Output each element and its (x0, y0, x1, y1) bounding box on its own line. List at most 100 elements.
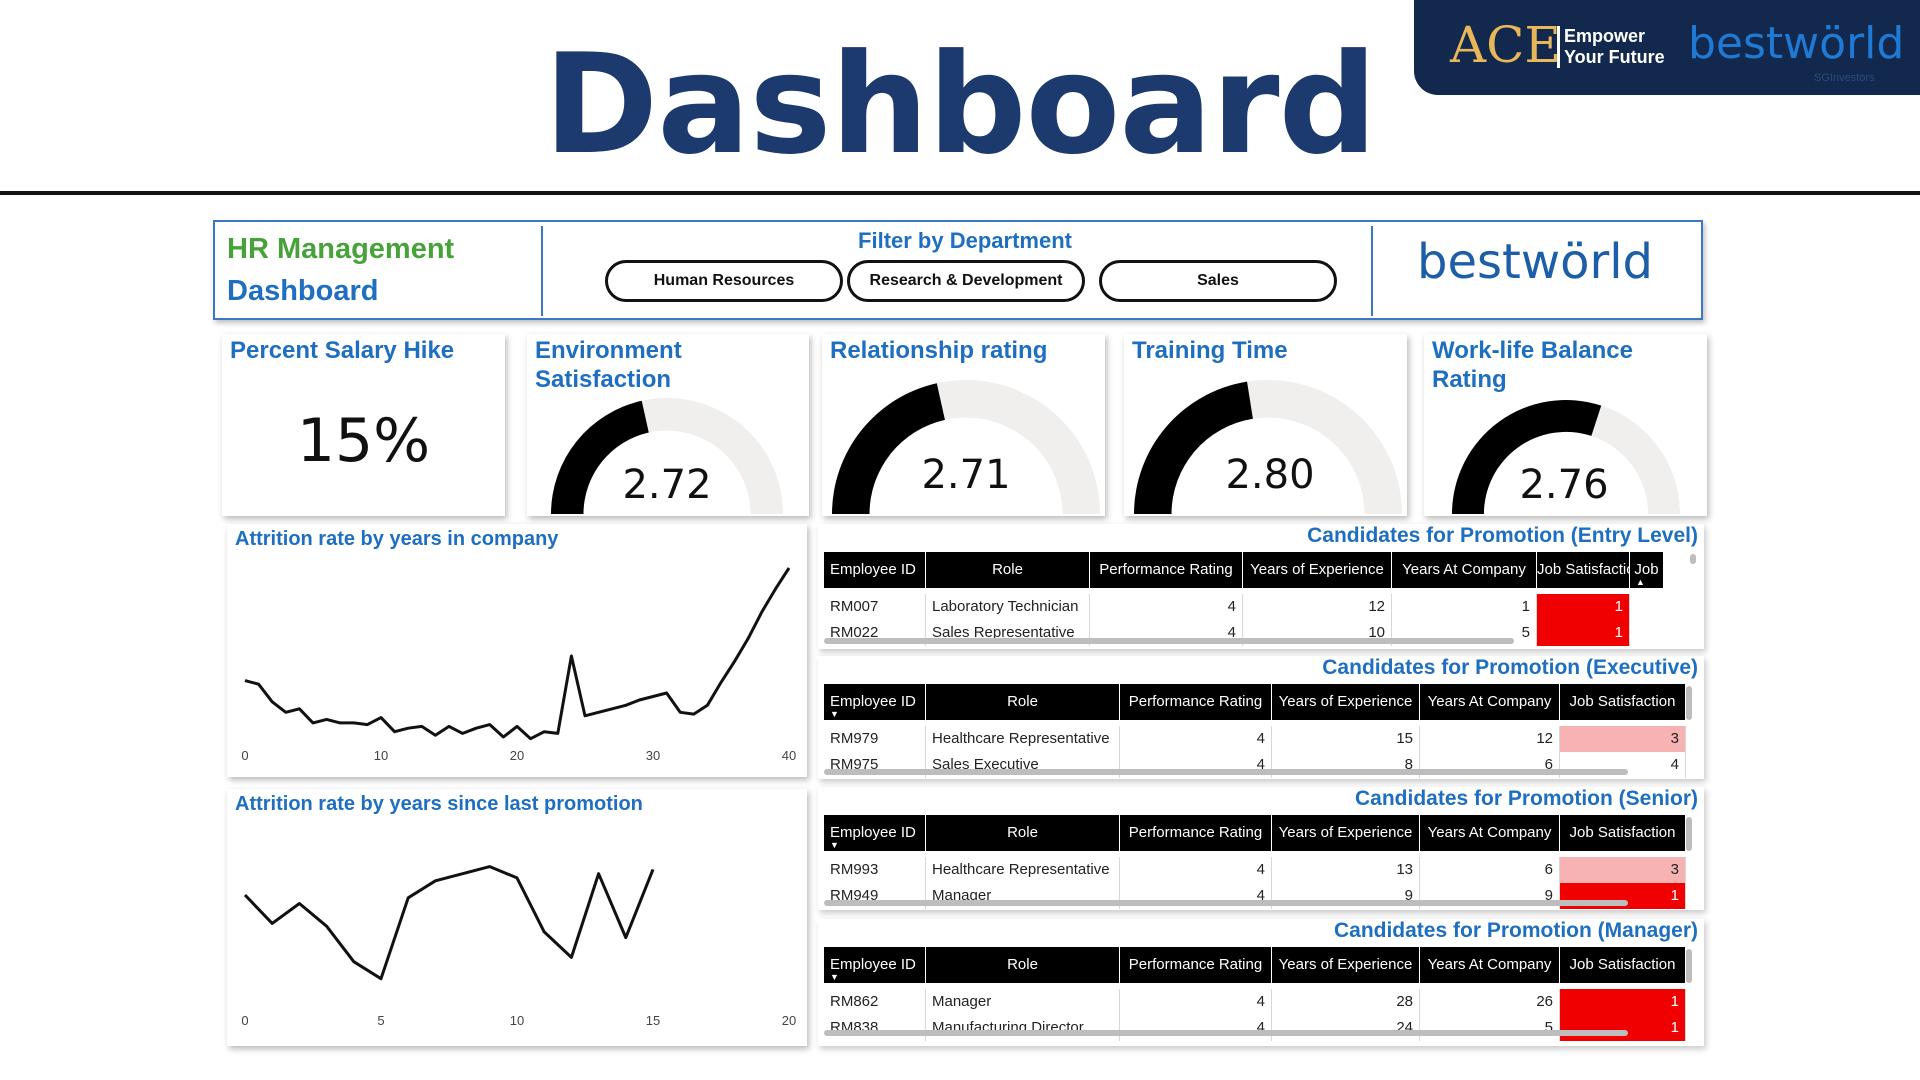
cell-role: Healthcare Representative (926, 726, 1120, 752)
filter-sales-button[interactable]: Sales (1099, 260, 1337, 302)
table-header: Employee ID ▼ Role Performance Rating Ye… (824, 947, 1686, 983)
table-header: Employee ID ▼ Role Performance Rating Ye… (824, 684, 1686, 720)
logo-separator (1557, 26, 1560, 68)
x-tick-label: 30 (646, 748, 660, 763)
training-time-card: Training Time 2.80 (1124, 334, 1407, 516)
cell-performance-rating: 4 (1120, 883, 1272, 909)
table-row[interactable]: RM838 Manufacturing Director 4 24 5 1 (824, 1015, 1686, 1041)
cell-job-satisfaction: 3 (1560, 726, 1686, 752)
column-years-at-company[interactable]: Years At Company (1420, 684, 1560, 720)
cell-role: Sales Executive (926, 752, 1120, 778)
column-performance-rating[interactable]: Performance Rating (1120, 684, 1272, 720)
salary-hike-title: Percent Salary Hike (230, 337, 455, 364)
column-job-satisfaction[interactable]: Job Satisfaction (1560, 815, 1686, 851)
environment-satisfaction-card: Environment Satisfaction 2.72 (527, 334, 809, 516)
x-tick-label: 5 (377, 1013, 384, 1028)
horizontal-scrollbar[interactable] (824, 769, 1628, 775)
filter-human-resources-button[interactable]: Human Resources (605, 260, 843, 302)
promotion-executive-title: Candidates for Promotion (Executive) (1322, 656, 1698, 679)
cell-years-experience: 10 (1243, 620, 1392, 646)
table-row[interactable]: RM993 Healthcare Representative 4 13 6 3 (824, 857, 1686, 883)
environment-satisfaction-value: 2.72 (622, 462, 712, 508)
relationship-rating-gauge (832, 380, 1100, 514)
x-tick-label: 40 (782, 748, 796, 763)
training-time-title: Training Time (1132, 337, 1288, 364)
attrition-since-promotion-card: Attrition rate by years since last promo… (227, 789, 807, 1046)
table-header: Employee ID ▼ Role Performance Rating Ye… (824, 815, 1686, 851)
x-tick-label: 20 (510, 748, 524, 763)
banner-bestworld-sub: SGInvestors (1814, 72, 1875, 84)
promotion-senior-table: Candidates for Promotion (Senior) Employ… (818, 787, 1704, 910)
column-job-satisfaction[interactable]: Job Satisfaction (1537, 552, 1630, 588)
cell-years-experience: 13 (1272, 857, 1420, 883)
column-years-at-company[interactable]: Years At Company (1392, 552, 1537, 588)
vertical-scrollbar[interactable] (1690, 554, 1696, 564)
column-employee-id[interactable]: Employee ID ▼ (824, 947, 926, 983)
column-years-experience[interactable]: Years of Experience (1272, 815, 1420, 851)
promotion-executive-table: Candidates for Promotion (Executive) Emp… (818, 656, 1704, 779)
attrition-years-company-title: Attrition rate by years in company (235, 528, 559, 550)
work-life-balance-card: Work-life Balance Rating 2.76 (1424, 334, 1707, 516)
slide-title: Dashboard (543, 24, 1378, 185)
cell-job-satisfaction: 1 (1560, 1015, 1686, 1041)
column-role[interactable]: Role (926, 684, 1120, 720)
cell-years-at-company: 26 (1420, 989, 1560, 1015)
work-life-balance-title: Work-life Balance Rating (1432, 337, 1633, 393)
vertical-scrollbar[interactable] (1686, 949, 1692, 983)
cell-role: Sales Representative (926, 620, 1090, 646)
vertical-scrollbar[interactable] (1686, 686, 1692, 720)
column-years-experience[interactable]: Years of Experience (1243, 552, 1392, 588)
vertical-scrollbar[interactable] (1686, 817, 1692, 851)
column-years-at-company[interactable]: Years At Company (1420, 947, 1560, 983)
x-tick-label: 10 (374, 748, 388, 763)
column-job-truncated[interactable]: Job ▲ (1630, 552, 1664, 588)
table-row[interactable]: RM862 Manager 4 28 26 1 (824, 989, 1686, 1015)
x-tick-label: 0 (241, 1013, 248, 1028)
column-performance-rating[interactable]: Performance Rating (1090, 552, 1243, 588)
horizontal-scrollbar[interactable] (824, 638, 1514, 644)
cell-years-at-company: 12 (1420, 726, 1560, 752)
training-time-gauge (1134, 380, 1402, 514)
cell-years-experience: 9 (1272, 883, 1420, 909)
cell-job-satisfaction: 1 (1537, 620, 1630, 646)
column-job-satisfaction[interactable]: Job Satisfaction (1560, 684, 1686, 720)
filter-research-development-button[interactable]: Research & Development (847, 260, 1085, 302)
column-years-at-company[interactable]: Years At Company (1420, 815, 1560, 851)
ace-tagline: Empower Your Future (1564, 26, 1665, 67)
training-time-value: 2.80 (1225, 452, 1315, 498)
table-row[interactable]: RM022 Sales Representative 4 10 5 1 (824, 620, 1630, 646)
sort-descending-icon: ▼ (830, 972, 839, 982)
horizontal-scrollbar[interactable] (824, 1030, 1628, 1036)
cell-employee-id: RM993 (824, 857, 926, 883)
cell-years-experience: 24 (1272, 1015, 1420, 1041)
column-years-experience[interactable]: Years of Experience (1272, 684, 1420, 720)
banner-bestworld-logo: bestwörld (1688, 18, 1905, 69)
environment-satisfaction-title: Environment Satisfaction (535, 337, 682, 393)
environment-satisfaction-gauge (551, 398, 783, 514)
sort-ascending-icon: ▲ (1636, 577, 1645, 587)
x-tick-label: 15 (646, 1013, 660, 1028)
column-employee-id[interactable]: Employee ID (824, 552, 926, 588)
cell-performance-rating: 4 (1120, 752, 1272, 778)
column-years-experience[interactable]: Years of Experience (1272, 947, 1420, 983)
report-title-line1: HR Management (227, 233, 455, 265)
column-performance-rating[interactable]: Performance Rating (1120, 815, 1272, 851)
column-job-satisfaction[interactable]: Job Satisfaction (1560, 947, 1686, 983)
promotion-manager-table: Candidates for Promotion (Manager) Emplo… (818, 919, 1704, 1046)
cell-job-satisfaction: 3 (1560, 857, 1686, 883)
promotion-entry-title: Candidates for Promotion (Entry Level) (1307, 524, 1698, 547)
sort-descending-icon: ▼ (830, 840, 839, 850)
cell-performance-rating: 4 (1120, 1015, 1272, 1041)
column-performance-rating[interactable]: Performance Rating (1120, 947, 1272, 983)
column-employee-id[interactable]: Employee ID ▼ (824, 815, 926, 851)
column-employee-id-label: Employee ID (830, 956, 916, 973)
report-title-line2: Dashboard (227, 275, 379, 307)
horizontal-scrollbar[interactable] (824, 900, 1628, 906)
column-employee-id[interactable]: Employee ID ▼ (824, 684, 926, 720)
series-line (244, 567, 791, 741)
column-role[interactable]: Role (926, 552, 1090, 588)
table-row[interactable]: RM007 Laboratory Technician 4 12 1 1 (824, 594, 1630, 620)
column-role[interactable]: Role (926, 947, 1120, 983)
table-row[interactable]: RM979 Healthcare Representative 4 15 12 … (824, 726, 1686, 752)
column-role[interactable]: Role (926, 815, 1120, 851)
